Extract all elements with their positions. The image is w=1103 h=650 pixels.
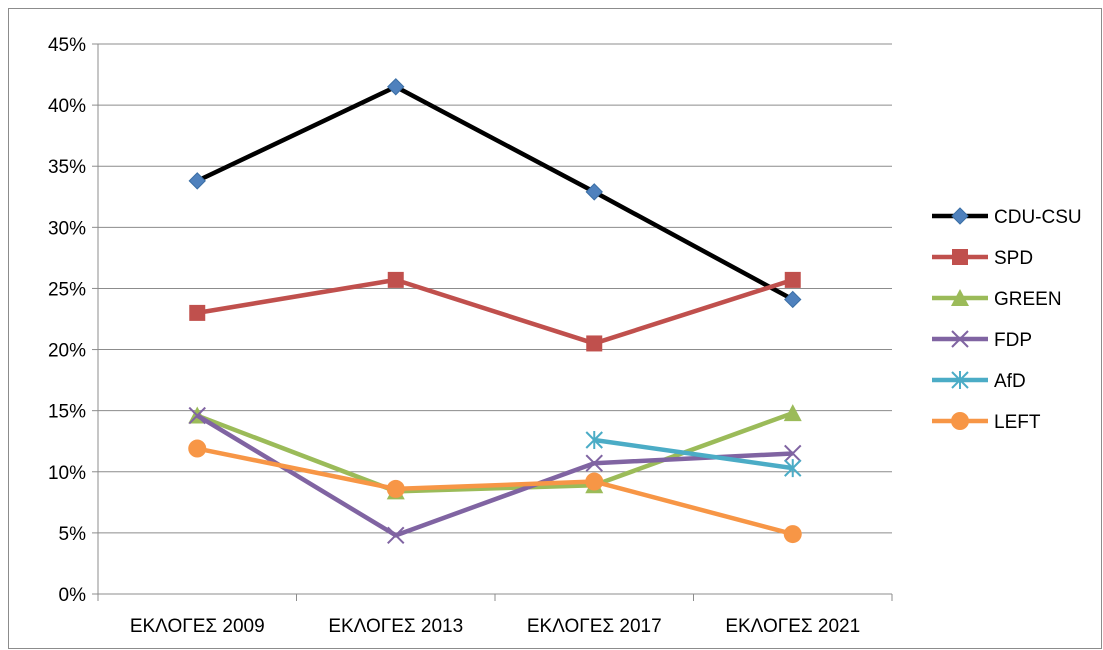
data-point-cdu-csu <box>784 290 802 309</box>
legend-label: SPD <box>994 248 1033 269</box>
y-tick-label: 10% <box>48 463 86 484</box>
y-tick-label: 0% <box>59 585 87 606</box>
legend-marker <box>951 371 969 389</box>
data-point-left <box>386 479 405 498</box>
marker-stroke <box>387 526 405 545</box>
legend-label: AfD <box>994 371 1026 392</box>
chart-frame <box>8 8 1102 649</box>
data-point-spd <box>189 304 206 321</box>
series-line-left <box>196 446 794 537</box>
data-point-fdp <box>387 526 405 545</box>
y-tick-label: 15% <box>48 402 86 423</box>
data-point-green <box>783 404 802 422</box>
data-point-left <box>188 439 207 458</box>
series-line-cdu-csu <box>196 84 794 302</box>
legend-item-afd: AfD <box>932 371 1026 392</box>
legend-item-left: LEFT <box>932 412 1041 433</box>
legend-marker <box>952 249 968 265</box>
series-line-green <box>196 410 794 494</box>
y-tick-label: 5% <box>59 524 87 545</box>
legend-item-green: GREEN <box>932 289 1062 310</box>
series-fdp <box>188 406 802 545</box>
data-point-afd <box>784 459 802 478</box>
x-tick-label: ΕΚΛΟΓΕΣ 2009 <box>130 616 265 637</box>
y-tick-label: 45% <box>48 35 86 56</box>
legend-item-cdu-csu: CDU-CSU <box>932 207 1082 228</box>
legend-item-spd: SPD <box>932 248 1033 269</box>
axes: 0% 5% 10% 15% 20% 25% 30% 35% 40% 45% ΕΚΛΟΓΕΣ 2009… <box>48 35 893 637</box>
data-point-spd <box>784 271 801 288</box>
y-tick-label: 30% <box>48 218 86 239</box>
data-point-cdu-csu <box>188 172 206 190</box>
y-tick-label: 25% <box>48 279 86 300</box>
y-tick-label: 35% <box>48 157 86 178</box>
y-tick-label: 40% <box>48 96 86 117</box>
series-lines <box>188 78 802 545</box>
data-point-fdp <box>585 454 603 472</box>
marker-stroke <box>951 330 969 348</box>
x-tick-label: ΕΚΛΟΓΕΣ 2017 <box>527 616 662 637</box>
series-line-afd <box>593 437 794 471</box>
series-left <box>188 439 802 544</box>
series-afd <box>585 431 802 478</box>
x-tick-label: ΕΚΛΟΓΕΣ 2013 <box>328 616 463 637</box>
data-point-cdu-csu <box>387 78 405 96</box>
legend-marker <box>951 330 969 348</box>
legend-marker <box>951 289 969 306</box>
legend: CDU-CSU SPD GREEN FDP AfD LEFT <box>932 207 1082 433</box>
data-point-spd <box>586 335 603 352</box>
y-tick-label: 20% <box>48 341 86 362</box>
data-point-fdp <box>784 444 802 463</box>
series-line-spd <box>196 277 794 346</box>
data-point-cdu-csu <box>585 183 603 201</box>
series-line-fdp <box>196 413 793 538</box>
marker-stroke <box>784 444 802 463</box>
legend-marker <box>951 412 969 430</box>
legend-label: GREEN <box>994 289 1062 310</box>
data-point-spd <box>387 271 404 288</box>
marker-stroke <box>188 406 206 425</box>
legend-label: CDU-CSU <box>994 207 1082 228</box>
gridlines <box>98 43 892 534</box>
legend-label: FDP <box>994 330 1032 351</box>
legend-label: LEFT <box>994 412 1041 433</box>
legend-item-fdp: FDP <box>932 330 1032 351</box>
legend-marker <box>951 207 969 225</box>
data-point-fdp <box>188 406 206 425</box>
marker-stroke <box>585 454 603 472</box>
data-point-left <box>783 525 802 544</box>
data-point-left <box>585 472 604 491</box>
series-cdu-csu <box>188 78 802 309</box>
data-point-afd <box>585 431 603 449</box>
x-tick-label: ΕΚΛΟΓΕΣ 2021 <box>725 616 860 637</box>
series-spd <box>189 271 801 352</box>
